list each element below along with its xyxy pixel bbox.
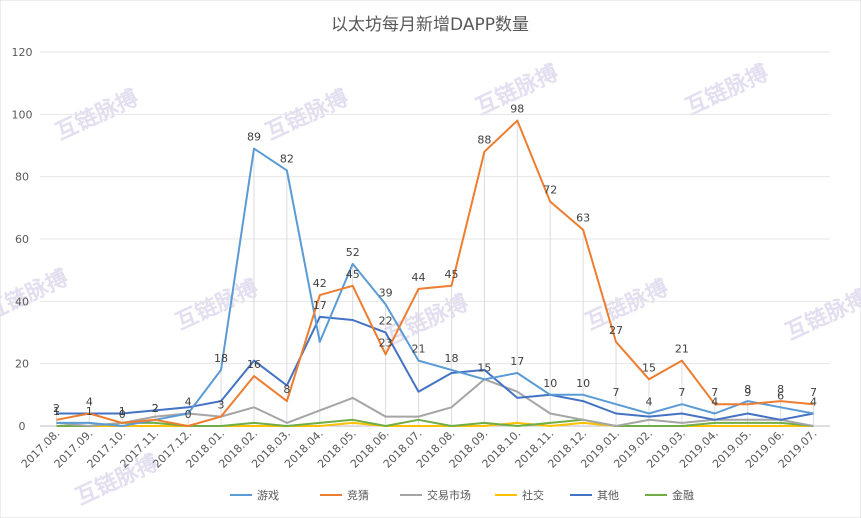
data-label: 16 <box>247 358 261 371</box>
data-label: 1 <box>119 405 126 418</box>
data-label: 45 <box>346 268 360 281</box>
data-label: 1 <box>53 405 60 418</box>
series-line-0 <box>56 147 814 427</box>
legend-label: 交易市场 <box>427 488 471 502</box>
legend-label: 游戏 <box>257 489 279 502</box>
data-label: 2 <box>152 402 159 415</box>
series-line-1 <box>56 119 814 427</box>
data-label: 7 <box>810 386 817 399</box>
data-label: 7 <box>711 386 718 399</box>
data-label: 6 <box>777 389 784 402</box>
data-label: 2 <box>53 402 60 415</box>
data-label: 8 <box>283 383 290 396</box>
y-tick-label: 40 <box>15 295 29 308</box>
y-tick-label: 100 <box>12 108 33 121</box>
data-label: 15 <box>642 361 656 374</box>
data-label: 42 <box>313 277 327 290</box>
y-axis-ticks: 0 20 40 60 80 100 120 <box>12 46 33 433</box>
legend-label: 金融 <box>672 488 694 502</box>
data-label: 72 <box>543 184 557 197</box>
data-label: 82 <box>280 152 294 165</box>
y-tick-label: 120 <box>12 46 33 59</box>
data-label: 52 <box>346 246 360 259</box>
series-line-4 <box>56 315 814 421</box>
data-label: 10 <box>576 377 590 390</box>
data-label: 17 <box>313 299 327 312</box>
data-label: 8 <box>744 383 751 396</box>
y-tick-label: 0 <box>19 420 26 433</box>
data-label: 39 <box>379 286 393 299</box>
legend: 游戏 竞猜 交易市场 社交 其他 金融 <box>230 488 694 502</box>
legend-label: 社交 <box>522 488 544 502</box>
data-label: 98 <box>510 103 524 116</box>
data-label: 2 <box>152 402 159 415</box>
chart-title: 以太坊每月新增DAPP数量 <box>331 15 529 35</box>
data-label: 8 <box>777 383 784 396</box>
data-label: 7 <box>678 386 685 399</box>
drop-lines <box>55 120 815 426</box>
data-label: 7 <box>613 386 620 399</box>
data-label: 21 <box>412 343 426 356</box>
data-label: 18 <box>214 352 228 365</box>
data-label: 4 <box>645 396 652 409</box>
series-lines <box>56 119 814 427</box>
data-label: 9 <box>744 386 751 399</box>
y-tick-label: 80 <box>15 171 29 184</box>
data-label: 0 <box>119 408 126 421</box>
data-label: 18 <box>444 352 458 365</box>
data-label: 17 <box>510 355 524 368</box>
data-label: 1 <box>86 405 93 418</box>
data-label: 10 <box>543 377 557 390</box>
data-label: 3 <box>218 399 225 412</box>
data-label: 45 <box>444 268 458 281</box>
data-label: 89 <box>247 131 261 144</box>
data-label: 44 <box>412 271 426 284</box>
data-label: 4 <box>711 396 718 409</box>
legend-label: 竞猜 <box>347 488 369 502</box>
data-label: 0 <box>185 408 192 421</box>
legend-label: 其他 <box>597 489 619 502</box>
data-label: 15 <box>477 361 491 374</box>
data-label: 4 <box>185 396 192 409</box>
data-label: 4 <box>86 396 93 409</box>
data-label: 22 <box>379 315 393 328</box>
data-label: 4 <box>810 396 817 409</box>
y-tick-label: 20 <box>15 358 29 371</box>
y-tick-label: 60 <box>15 233 29 246</box>
data-label: 21 <box>675 343 689 356</box>
data-label: 63 <box>576 212 590 225</box>
data-label: 27 <box>609 324 623 337</box>
data-label: 23 <box>379 336 393 349</box>
data-label: 88 <box>477 134 491 147</box>
